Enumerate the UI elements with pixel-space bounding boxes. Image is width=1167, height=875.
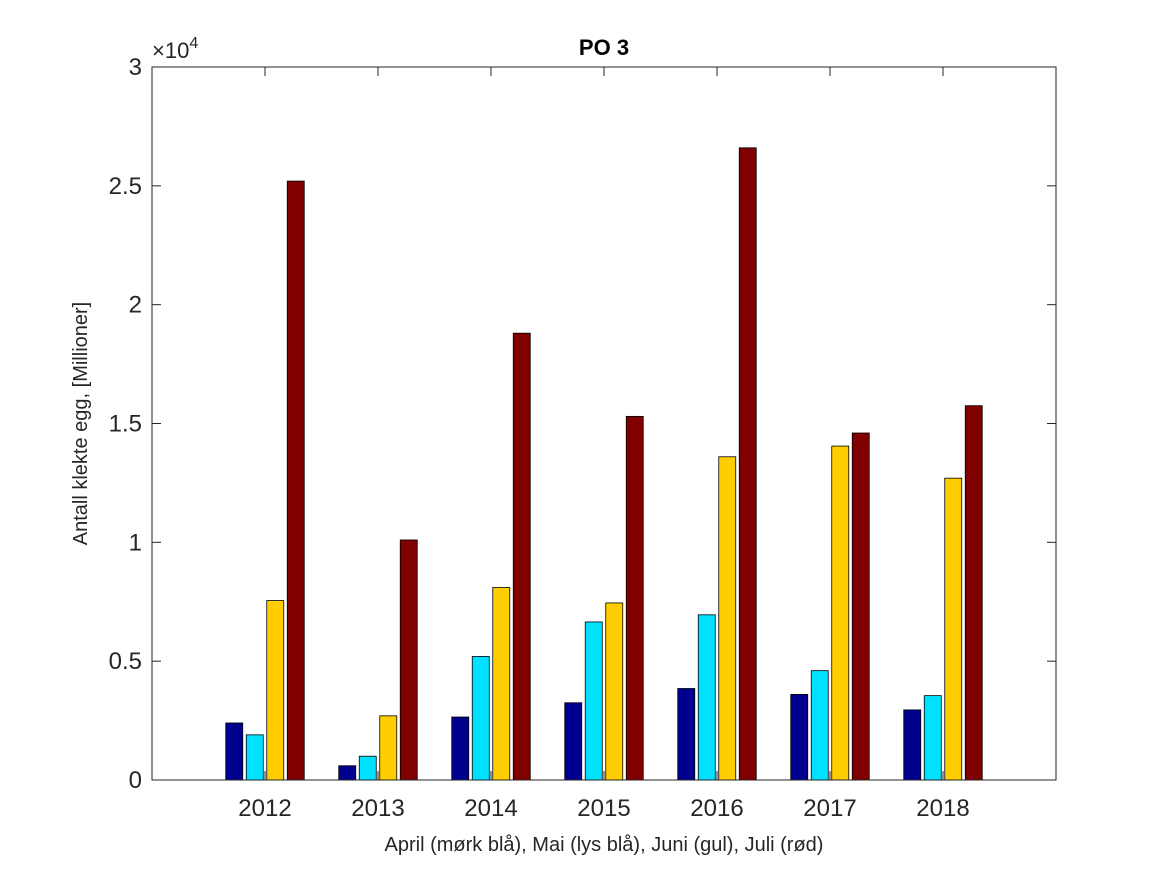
exponent-prefix: ×10 [152, 38, 189, 63]
bar [923, 695, 942, 781]
y-tick-label: 2.5 [109, 173, 142, 200]
bar [399, 539, 418, 781]
x-tick-label: 2015 [577, 795, 630, 822]
bar [697, 614, 716, 781]
y-tick-label: 2 [129, 292, 142, 319]
bar [564, 702, 583, 781]
bar [831, 445, 850, 781]
bar [225, 722, 244, 781]
y-tick-label: 1 [129, 529, 142, 556]
bar [451, 716, 470, 781]
bar [245, 734, 264, 781]
x-tick-label: 2018 [916, 795, 969, 822]
bar [718, 456, 737, 781]
bar [677, 688, 696, 781]
bar [903, 709, 922, 781]
x-tick-label: 2016 [690, 795, 743, 822]
bar [471, 656, 490, 781]
x-tick-label: 2014 [464, 795, 517, 822]
bar [286, 180, 305, 781]
x-tick-label: 2012 [238, 795, 291, 822]
bar [492, 587, 511, 781]
y-tick-label: 0 [129, 767, 142, 794]
bar [512, 332, 531, 781]
y-axis-exponent-label: ×104 [152, 35, 198, 63]
plot-area: 0 0.5 1 1.5 2 2.5 3 2012 2013 2014 2015 2016 2017 201… [109, 54, 1057, 822]
bar [810, 670, 829, 781]
bar [625, 415, 644, 781]
chart-title: PO 3 [579, 35, 629, 60]
y-tick-label: 0.5 [109, 648, 142, 675]
bar [584, 621, 603, 781]
bar [851, 432, 870, 781]
y-tick-label: 1.5 [109, 411, 142, 438]
x-tick-label: 2013 [351, 795, 404, 822]
bar [379, 715, 398, 781]
y-tick-label: 3 [129, 54, 142, 81]
exponent-power: 4 [189, 35, 198, 52]
bar [605, 602, 624, 781]
y-axis-label: Antall klekte egg, [Millioner] [70, 302, 92, 545]
bar [964, 405, 983, 781]
bar [338, 765, 357, 781]
x-tick-label: 2017 [803, 795, 856, 822]
bar [358, 755, 377, 781]
bar [266, 600, 285, 781]
bar [738, 147, 757, 781]
bar [944, 477, 963, 781]
x-axis-label: April (mørk blå), Mai (lys blå), Juni (g… [385, 834, 824, 856]
bar [790, 694, 809, 781]
